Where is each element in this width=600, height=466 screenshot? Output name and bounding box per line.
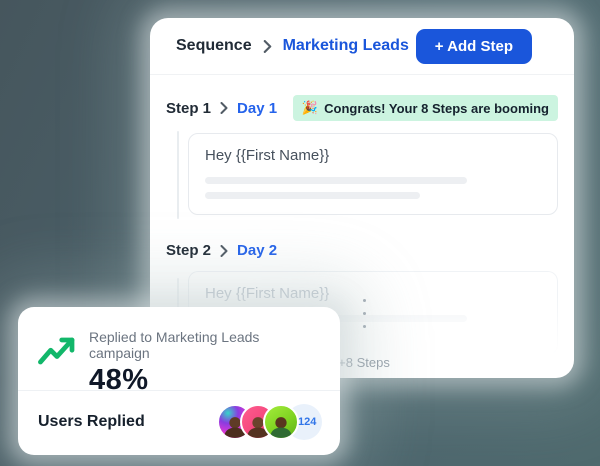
reply-stats-card: Replied to Marketing Leads campaign 48% … [18,307,340,455]
metric-group: Replied to Marketing Leads campaign 48% [89,329,320,397]
more-steps-indicator[interactable]: +8 Steps [338,294,390,370]
party-popper-icon: 🎉 [301,100,319,115]
person-bust-icon [224,417,246,438]
message-skeleton-line [205,177,468,184]
step-connector-line [177,131,179,219]
step-block-1: Step 1 Day 1 🎉 Congrats! Your 8 Steps ar… [166,95,558,219]
breadcrumb-current-campaign[interactable]: Marketing Leads [282,37,409,54]
ellipsis-dot [362,299,366,302]
breadcrumb: Sequence Marketing Leads [176,37,409,55]
stats-bottom-section: Users Replied [18,391,340,440]
avatar-group: +124 [217,404,322,440]
user-avatar [263,404,299,440]
chevron-right-icon [220,244,228,257]
step-2-title: Step 2 Day 2 [166,242,277,259]
ellipsis-dot [362,325,366,328]
congrats-banner-text: Congrats! Your 8 Steps are booming [324,100,549,116]
step-1-message-box[interactable]: Hey {{First Name}} [188,133,558,215]
trending-up-icon [38,336,76,371]
users-replied-label: Users Replied [38,413,145,430]
person-bust-icon [247,417,269,438]
metric-label: Replied to Marketing Leads campaign [89,329,260,361]
person-bust-icon [270,417,292,438]
message-greeting: Hey {{First Name}} [205,285,330,302]
step-1-title: Step 1 Day 1 [166,100,277,117]
breadcrumb-sequence[interactable]: Sequence [176,37,252,54]
chevron-right-icon [220,102,228,114]
step-1-label: Step 1 [166,99,212,117]
step-2-row: Step 2 Day 2 [166,242,558,259]
add-step-button[interactable]: + Add Step [415,28,532,64]
sequence-card-header: Sequence Marketing Leads + Add Step [150,18,574,75]
congrats-banner: 🎉 Congrats! Your 8 Steps are booming [292,95,558,121]
message-greeting: Hey {{First Name}} [205,147,330,164]
step-2-label: Step 2 [166,242,212,259]
chevron-right-icon [263,39,272,53]
message-skeleton-line [205,192,421,199]
ellipsis-dot [362,312,366,315]
stats-top-section: Replied to Marketing Leads campaign 48% [18,307,340,397]
step-1-day-link[interactable]: Day 1 [237,99,278,117]
stats-divider [18,390,340,391]
step-2-day-link[interactable]: Day 2 [237,242,278,259]
step-1-row: Step 1 Day 1 🎉 Congrats! Your 8 Steps ar… [166,95,558,121]
more-steps-label: +8 Steps [338,355,390,370]
